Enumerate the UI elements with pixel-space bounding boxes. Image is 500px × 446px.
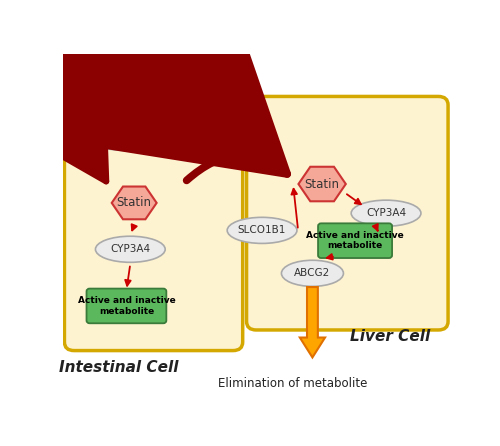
Ellipse shape xyxy=(351,200,421,226)
Text: Elimination of metabolite: Elimination of metabolite xyxy=(218,377,368,390)
Text: SLCO2B1: SLCO2B1 xyxy=(106,132,154,143)
Ellipse shape xyxy=(227,217,297,244)
Text: Active and inactive
metabolite: Active and inactive metabolite xyxy=(306,231,404,250)
FancyArrowPatch shape xyxy=(125,266,130,286)
FancyBboxPatch shape xyxy=(246,96,448,330)
Text: Statin: Statin xyxy=(130,93,166,107)
FancyBboxPatch shape xyxy=(64,93,242,351)
Ellipse shape xyxy=(282,260,344,286)
Text: CYP3A4: CYP3A4 xyxy=(110,244,150,254)
Text: Intestinal Cell: Intestinal Cell xyxy=(59,360,178,375)
Text: Statin: Statin xyxy=(116,196,152,210)
Text: Statin: Statin xyxy=(304,178,340,190)
Polygon shape xyxy=(112,186,156,219)
Polygon shape xyxy=(298,167,346,201)
FancyArrow shape xyxy=(300,287,325,357)
FancyArrowPatch shape xyxy=(347,194,361,204)
FancyArrowPatch shape xyxy=(0,0,126,182)
FancyArrowPatch shape xyxy=(292,189,298,227)
FancyArrowPatch shape xyxy=(0,0,287,181)
Ellipse shape xyxy=(96,236,165,262)
Text: CYP3A4: CYP3A4 xyxy=(366,208,406,218)
FancyBboxPatch shape xyxy=(318,223,392,258)
FancyBboxPatch shape xyxy=(86,289,166,323)
FancyArrowPatch shape xyxy=(327,254,333,260)
FancyArrowPatch shape xyxy=(132,224,137,231)
Text: SLCO1B1: SLCO1B1 xyxy=(238,225,286,235)
Ellipse shape xyxy=(86,124,175,151)
FancyArrowPatch shape xyxy=(372,224,378,231)
Text: ABCG2: ABCG2 xyxy=(294,268,330,278)
Text: Liver Cell: Liver Cell xyxy=(350,329,430,344)
Polygon shape xyxy=(124,82,172,118)
Text: Active and inactive
metabolite: Active and inactive metabolite xyxy=(78,296,176,316)
